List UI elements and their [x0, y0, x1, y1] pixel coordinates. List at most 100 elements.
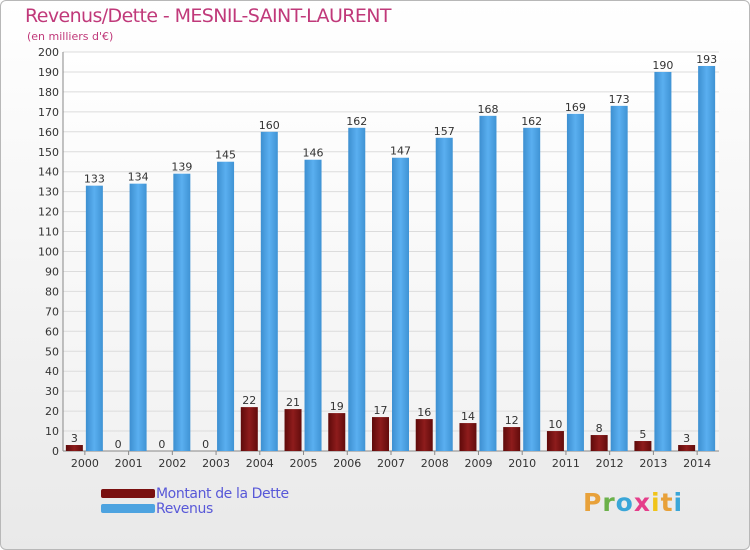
y-tick-label: 160	[38, 126, 59, 139]
y-tick-label: 30	[45, 385, 59, 398]
revenue-bar	[129, 183, 147, 452]
revenue-bar	[392, 157, 409, 452]
x-tick-label: 2001	[115, 457, 143, 470]
revenue-value-label: 146	[303, 147, 324, 160]
revenue-value-label: 162	[346, 115, 367, 128]
debt-bar	[634, 441, 652, 451]
revenue-value-label: 139	[171, 161, 192, 174]
logo-letter: i	[651, 488, 661, 517]
revenue-value-label: 168	[477, 103, 498, 116]
chart-title: Revenus/Dette - MESNIL-SAINT-LAURENT	[25, 5, 391, 27]
y-tick-label: 140	[38, 166, 59, 179]
revenue-bar	[260, 131, 278, 452]
revenue-bar	[610, 105, 628, 452]
revenue-bar	[435, 137, 453, 451]
revenue-value-label: 133	[84, 173, 105, 186]
debt-value-label: 12	[505, 414, 519, 427]
debt-value-label: 16	[417, 406, 431, 419]
logo-letter: P	[583, 488, 603, 517]
revenue-bar	[654, 71, 672, 451]
revenue-value-label: 147	[390, 145, 411, 158]
y-tick-label: 80	[45, 285, 59, 298]
debt-value-label: 10	[548, 418, 562, 431]
y-tick-label: 10	[45, 425, 59, 438]
y-tick-label: 60	[45, 325, 59, 338]
revenue-bar	[173, 173, 191, 451]
debt-bar	[372, 417, 389, 451]
logo-letter: o	[615, 488, 634, 517]
revenue-value-label: 134	[128, 171, 149, 184]
x-tick-label: 2007	[377, 457, 405, 470]
y-tick-label: 170	[38, 106, 59, 119]
revenue-value-label: 160	[259, 119, 280, 132]
x-tick-label: 2002	[158, 457, 186, 470]
y-tick-label: 0	[52, 445, 59, 458]
x-tick-label: 2004	[246, 457, 274, 470]
revenue-bar	[479, 115, 497, 451]
y-tick-label: 90	[45, 265, 59, 278]
revenue-value-label: 173	[609, 93, 630, 106]
debt-bar	[328, 413, 346, 451]
debt-bar	[284, 409, 302, 451]
chart-subtitle: (en milliers d'€)	[27, 30, 114, 43]
revenue-bar	[348, 127, 366, 451]
debt-bar	[503, 427, 521, 451]
debt-value-label: 3	[683, 432, 690, 445]
debt-value-label: 5	[639, 428, 646, 441]
x-tick-label: 2000	[71, 457, 99, 470]
y-tick-label: 180	[38, 86, 59, 99]
debt-value-label: 19	[330, 400, 344, 413]
legend-label-debt: Montant de la Dette	[156, 486, 289, 502]
x-tick-label: 2006	[333, 457, 361, 470]
revenue-value-label: 157	[434, 125, 455, 138]
y-tick-label: 100	[38, 246, 59, 259]
debt-value-label: 0	[158, 438, 165, 451]
x-tick-label: 2013	[639, 457, 667, 470]
debt-bar	[459, 423, 477, 451]
revenue-bar	[217, 161, 235, 451]
y-tick-label: 150	[38, 146, 59, 159]
debt-value-label: 3	[71, 432, 78, 445]
y-tick-label: 200	[38, 46, 59, 59]
proxiti-logo: Proxiti	[583, 488, 683, 517]
debt-bar	[415, 419, 433, 451]
x-tick-label: 2003	[202, 457, 230, 470]
x-tick-label: 2009	[464, 457, 492, 470]
revenue-value-label: 162	[521, 115, 542, 128]
revenue-bar	[698, 65, 716, 451]
x-tick-label: 2005	[290, 457, 318, 470]
revenue-value-label: 169	[565, 101, 586, 114]
revenue-value-label: 190	[652, 59, 673, 72]
y-tick-label: 130	[38, 186, 59, 199]
revenue-bar	[85, 185, 103, 452]
debt-value-label: 22	[242, 394, 256, 407]
logo-letter: r	[602, 488, 616, 517]
debt-bar	[546, 431, 564, 451]
y-tick-label: 110	[38, 226, 59, 239]
x-tick-label: 2012	[596, 457, 624, 470]
logo-letter: x	[633, 488, 651, 517]
revenue-value-label: 145	[215, 149, 236, 162]
debt-bar	[65, 445, 83, 451]
y-tick-label: 20	[45, 405, 59, 418]
y-tick-label: 70	[45, 305, 59, 318]
logo-letter: t	[660, 488, 674, 517]
y-tick-label: 50	[45, 345, 59, 358]
x-tick-label: 2010	[508, 457, 536, 470]
debt-value-label: 14	[461, 410, 475, 423]
revenue-bar	[523, 127, 541, 451]
debt-value-label: 0	[115, 438, 122, 451]
debt-value-label: 0	[202, 438, 209, 451]
legend-swatch-debt	[101, 489, 155, 498]
debt-value-label: 8	[596, 422, 603, 435]
x-tick-label: 2011	[552, 457, 580, 470]
debt-value-label: 21	[286, 396, 300, 409]
debt-bar	[678, 445, 696, 451]
revenue-value-label: 193	[696, 53, 717, 66]
logo-letter: i	[673, 488, 684, 517]
debt-value-label: 17	[374, 404, 388, 417]
debt-bar	[590, 435, 608, 451]
y-tick-label: 120	[38, 206, 59, 219]
legend-swatch-revenue	[101, 504, 155, 513]
